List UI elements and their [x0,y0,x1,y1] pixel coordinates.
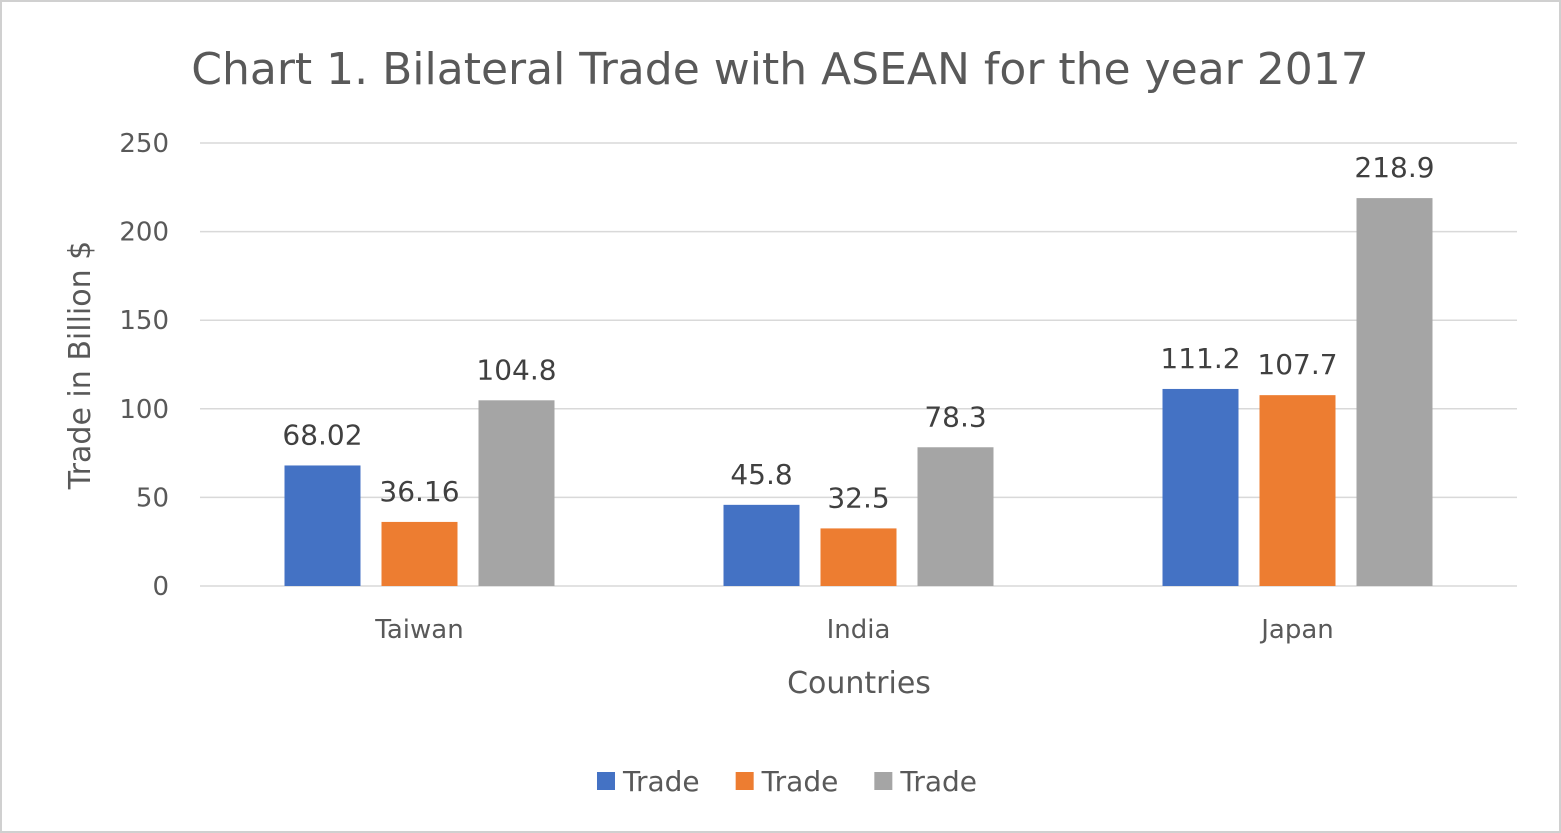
x-category-label: Taiwan [374,615,463,645]
legend-label: Trade [899,765,977,798]
y-tick-label: 100 [119,395,169,425]
y-tick-label: 200 [119,218,169,248]
y-tick-label: 250 [119,129,169,159]
legend-swatch [735,772,754,790]
y-axis-title: Trade in Billion $ [63,241,98,490]
data-label: 218.9 [1354,151,1434,184]
y-tick-label: 0 [152,572,169,602]
bars [284,198,1433,587]
x-category-label: Japan [1259,615,1334,645]
data-label: 36.16 [379,475,459,508]
data-label: 107.7 [1257,348,1337,381]
data-label: 32.5 [827,481,889,514]
data-label: 111.2 [1160,342,1240,375]
data-label: 68.02 [282,418,362,451]
legend: Trade Trade Trade [596,765,977,798]
data-label: 78.3 [924,400,986,433]
bar-taiwan-series-3 [478,400,555,586]
data-labels: 68.02 36.16 104.8 45.8 32.5 78.3 111.2 107.7 218… [282,151,1434,514]
data-label: 45.8 [730,458,792,491]
y-axis-ticks: 0 50 100 150 200 250 [119,129,169,602]
chart-title: Chart 1. Bilateral Trade with ASEAN for … [191,44,1368,95]
legend-label: Trade [622,765,700,798]
bar-india-series-1 [723,504,800,586]
legend-label: Trade [761,765,839,798]
bar-japan-series-2 [1259,395,1336,586]
legend-swatch [874,772,893,790]
x-axis-categories: Taiwan India Japan [374,615,1333,645]
data-label: 104.8 [476,353,556,386]
bar-taiwan-series-1 [284,465,361,586]
y-tick-label: 150 [119,306,169,336]
bar-india-series-2 [820,528,897,586]
bar-japan-series-3 [1356,198,1433,587]
bar-japan-series-1 [1162,388,1239,586]
bar-taiwan-series-2 [381,521,458,586]
legend-swatch [596,772,615,790]
x-category-label: India [827,615,891,645]
y-tick-label: 50 [136,483,169,513]
x-axis-title: Countries [787,666,931,701]
bar-india-series-3 [917,447,994,586]
